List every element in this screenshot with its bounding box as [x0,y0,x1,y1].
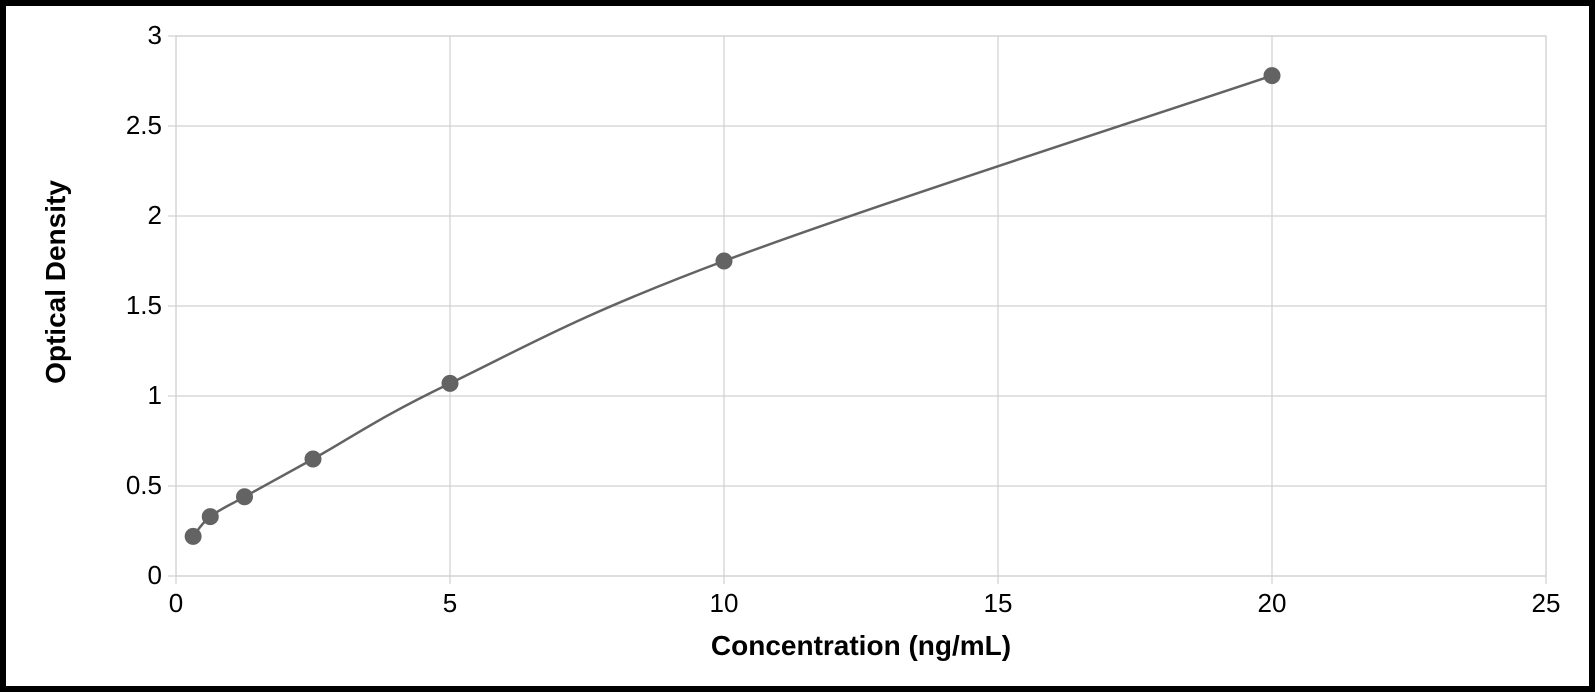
chart-outer-border: Optical Density Concentration (ng/mL) 05… [0,0,1595,692]
y-tick-label: 3 [102,20,162,51]
x-tick-label: 25 [1506,588,1586,619]
y-tick-label: 1.5 [102,290,162,321]
y-tick-label: 0.5 [102,470,162,501]
x-tick-label: 10 [684,588,764,619]
y-tick-label: 1 [102,380,162,411]
x-tick-label: 0 [136,588,216,619]
x-tick-label: 20 [1232,588,1312,619]
y-tick-label: 2.5 [102,110,162,141]
x-tick-label: 5 [410,588,490,619]
chart-plot [6,6,1589,686]
y-tick-label: 0 [102,560,162,591]
x-tick-label: 15 [958,588,1038,619]
y-tick-label: 2 [102,200,162,231]
